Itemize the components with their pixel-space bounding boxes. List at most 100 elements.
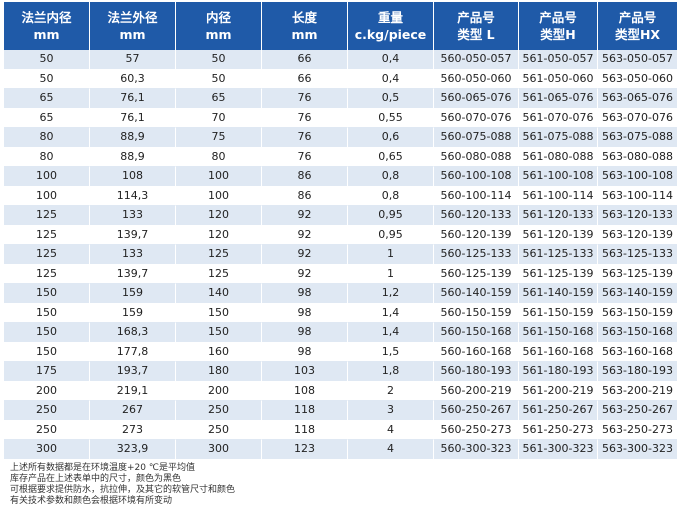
table-cell: 561-150-168 (519, 323, 598, 343)
table-row: 100 108 100 86 0,8 560-100-108 561-100-108 563-… (4, 167, 677, 187)
table-cell: 561-125-133 (519, 245, 598, 265)
table-row: 300 323,9 300 123 4 560-300-323 561-300-323 563… (4, 440, 677, 460)
header-label: 产品号 (618, 10, 657, 25)
table-cell: 560-125-133 (434, 245, 519, 265)
table-cell: 50 (4, 69, 90, 89)
table-cell: 100 (4, 186, 90, 206)
table-cell: 563-050-060 (598, 69, 677, 89)
table-cell: 200 (4, 381, 90, 401)
table-cell: 323,9 (90, 440, 176, 460)
table-row: 150 177,8 160 98 1,5 560-160-168 561-160-168 56… (4, 342, 677, 362)
table-cell: 160 (176, 342, 262, 362)
table-cell: 563-075-088 (598, 128, 677, 148)
table-cell: 563-080-088 (598, 147, 677, 167)
header-label: 重量 (377, 10, 403, 25)
table-cell: 560-100-108 (434, 167, 519, 187)
table-cell: 267 (90, 401, 176, 421)
table-cell: 560-100-114 (434, 186, 519, 206)
table-cell: 98 (262, 284, 348, 304)
header-unit: 类型H (540, 27, 576, 42)
table-cell: 139,7 (90, 225, 176, 245)
table-cell: 125 (176, 245, 262, 265)
table-cell: 118 (262, 420, 348, 440)
table-cell: 563-150-159 (598, 303, 677, 323)
table-cell: 561-150-159 (519, 303, 598, 323)
table-cell: 0,8 (348, 167, 434, 187)
table-cell: 561-250-273 (519, 420, 598, 440)
table-cell: 57 (90, 50, 176, 70)
header-label: 法兰内径 (21, 10, 72, 25)
header-unit: mm (291, 27, 318, 42)
table-cell: 92 (262, 206, 348, 226)
table-cell: 0,55 (348, 108, 434, 128)
table-cell: 560-140-159 (434, 284, 519, 304)
table-cell: 1,4 (348, 303, 434, 323)
header-weight: 重量 c.kg/piece (348, 2, 434, 50)
table-cell: 560-180-193 (434, 362, 519, 382)
table-cell: 125 (4, 264, 90, 284)
table-cell: 1 (348, 264, 434, 284)
table-cell: 0,8 (348, 186, 434, 206)
table-cell: 1,5 (348, 342, 434, 362)
table-cell: 76 (262, 89, 348, 109)
table-cell: 120 (176, 206, 262, 226)
table-cell: 563-100-114 (598, 186, 677, 206)
table-cell: 561-120-139 (519, 225, 598, 245)
table-cell: 118 (262, 401, 348, 421)
table-cell: 177,8 (90, 342, 176, 362)
table-cell: 108 (262, 381, 348, 401)
table-cell: 250 (176, 420, 262, 440)
table-cell: 50 (176, 69, 262, 89)
table-cell: 150 (4, 284, 90, 304)
table-cell: 92 (262, 225, 348, 245)
table-cell: 80 (176, 147, 262, 167)
table-cell: 560-050-060 (434, 69, 519, 89)
header-label: 法兰外径 (107, 10, 158, 25)
table-cell: 193,7 (90, 362, 176, 382)
table-cell: 75 (176, 128, 262, 148)
table-cell: 560-200-219 (434, 381, 519, 401)
table-cell: 100 (176, 167, 262, 187)
table-cell: 150 (4, 342, 90, 362)
table-cell: 300 (176, 440, 262, 460)
table-cell: 125 (4, 206, 90, 226)
table-cell: 98 (262, 303, 348, 323)
table-row: 50 60,3 50 66 0,4 560-050-060 561-050-060 563-0… (4, 69, 677, 89)
table-cell: 50 (4, 50, 90, 70)
table-cell: 560-150-159 (434, 303, 519, 323)
table-cell: 560-050-057 (434, 50, 519, 70)
table-row: 125 133 125 92 1 560-125-133 561-125-133 563-12… (4, 245, 677, 265)
table-cell: 561-140-159 (519, 284, 598, 304)
table-cell: 219,1 (90, 381, 176, 401)
table-cell: 120 (176, 225, 262, 245)
table-cell: 561-250-267 (519, 401, 598, 421)
table-cell: 1 (348, 245, 434, 265)
table-row: 175 193,7 180 103 1,8 560-180-193 561-180-193 5… (4, 362, 677, 382)
table-cell: 76 (262, 108, 348, 128)
header-unit: 类型 L (457, 27, 495, 42)
table-cell: 563-150-168 (598, 323, 677, 343)
table-cell: 88,9 (90, 128, 176, 148)
table-cell: 560-160-168 (434, 342, 519, 362)
table-cell: 561-070-076 (519, 108, 598, 128)
table-row: 65 76,1 65 76 0,5 560-065-076 561-065-076 563-0… (4, 89, 677, 109)
table-cell: 80 (4, 147, 90, 167)
header-product-no-type-h: 产品号类型H (519, 2, 598, 50)
table-cell: 563-300-323 (598, 440, 677, 460)
table-cell: 200 (176, 381, 262, 401)
table-cell: 561-080-088 (519, 147, 598, 167)
table-cell: 560-080-088 (434, 147, 519, 167)
table-cell: 125 (4, 225, 90, 245)
footnote-line: 可根据要求提供防水，抗拉伸，及其它的软管尺寸和颜色 (10, 484, 236, 495)
table-cell: 139,7 (90, 264, 176, 284)
table-cell: 300 (4, 440, 90, 460)
table-cell: 80 (4, 128, 90, 148)
table-cell: 65 (176, 89, 262, 109)
header-label: 产品号 (539, 10, 577, 25)
table-cell: 114,3 (90, 186, 176, 206)
table-cell: 0,4 (348, 69, 434, 89)
table-cell: 103 (262, 362, 348, 382)
table-cell: 561-160-168 (519, 342, 598, 362)
table-cell: 561-180-193 (519, 362, 598, 382)
table-row: 125 139,7 125 92 1 560-125-139 561-125-139 563-… (4, 264, 677, 284)
